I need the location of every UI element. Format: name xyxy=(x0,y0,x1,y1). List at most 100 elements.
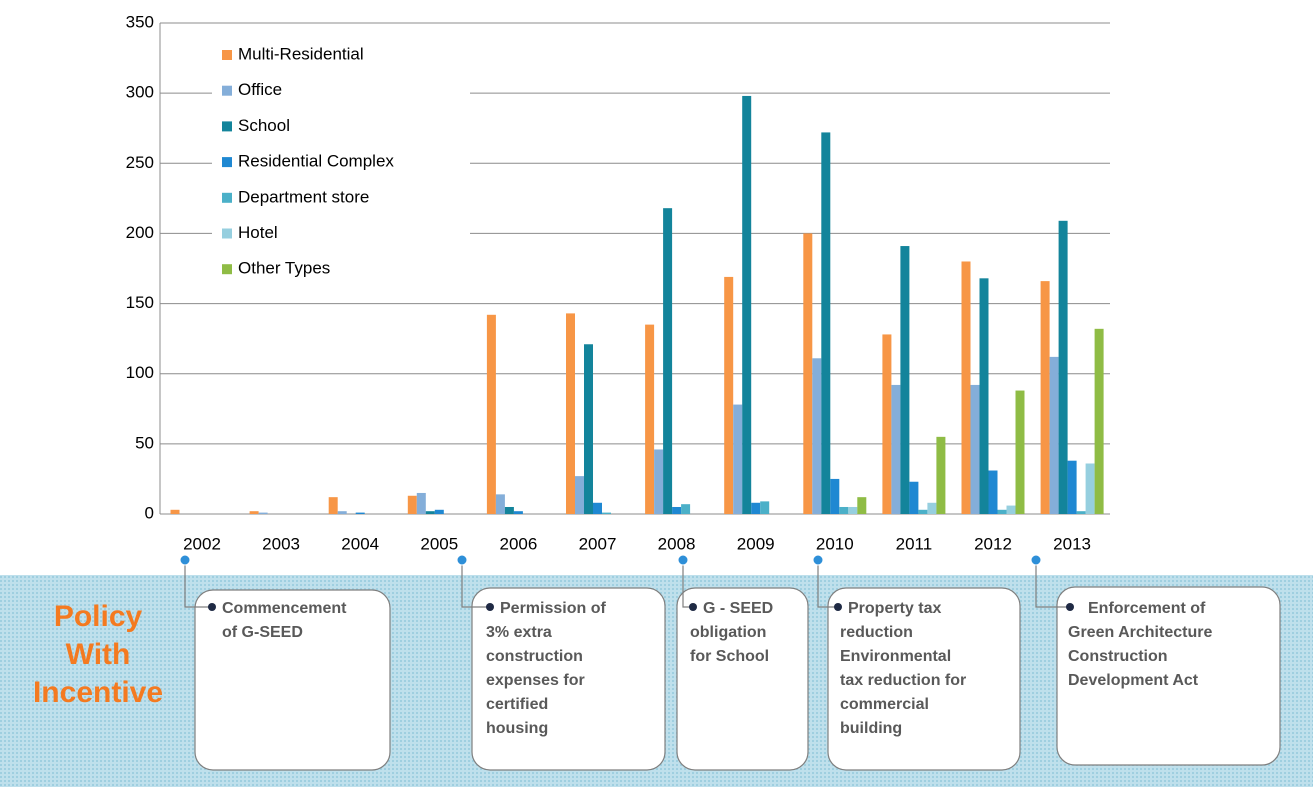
x-tick-label: 2006 xyxy=(499,534,537,553)
x-tick-label: 2012 xyxy=(974,534,1012,553)
legend-label: Other Types xyxy=(238,259,330,278)
bar xyxy=(927,502,937,514)
legend-label: School xyxy=(238,116,290,135)
bullet xyxy=(486,603,494,611)
bar xyxy=(900,246,910,514)
y-tick-label: 0 xyxy=(145,503,154,522)
bar xyxy=(495,494,505,514)
policy-text: obligation xyxy=(690,624,766,641)
bar xyxy=(1076,511,1086,514)
bar xyxy=(724,276,734,514)
policy-text: expenses for xyxy=(486,672,585,689)
policy-text: Property tax xyxy=(848,600,941,617)
legend-label: Hotel xyxy=(238,223,278,242)
panel-title: Incentive xyxy=(33,676,163,709)
legend-swatch xyxy=(222,228,232,239)
legend-label: Residential Complex xyxy=(238,152,394,171)
x-tick-label: 2010 xyxy=(816,534,854,553)
bar xyxy=(997,509,1007,514)
bar xyxy=(1015,390,1025,514)
policy-text: housing xyxy=(486,720,548,737)
bar xyxy=(575,476,584,514)
policy-text: construction xyxy=(486,648,583,665)
timeline-marker xyxy=(677,554,689,566)
bar xyxy=(337,511,347,514)
policy-text: of G-SEED xyxy=(222,624,303,641)
bar xyxy=(936,436,946,514)
connector xyxy=(1035,560,1070,608)
bar xyxy=(733,404,743,514)
bar xyxy=(584,344,593,514)
connector xyxy=(461,560,490,608)
bar xyxy=(416,492,426,514)
policy-text: Environmental xyxy=(840,648,951,665)
bar xyxy=(988,470,998,514)
bar xyxy=(663,208,673,515)
policy-text: tax reduction for xyxy=(840,672,966,689)
x-tick-label: 2013 xyxy=(1053,534,1091,553)
bar xyxy=(566,313,575,514)
policy-box xyxy=(471,587,666,771)
y-tick-label: 150 xyxy=(126,293,154,312)
bar xyxy=(513,511,523,514)
bar xyxy=(970,384,980,514)
bar xyxy=(672,506,682,514)
policy-box xyxy=(827,587,1021,771)
x-tick-label: 2003 xyxy=(262,534,300,553)
bar xyxy=(425,511,435,514)
bar xyxy=(857,497,867,514)
x-tick-label: 2009 xyxy=(737,534,775,553)
bar xyxy=(979,278,989,514)
y-tick-label: 300 xyxy=(126,83,154,102)
bar xyxy=(909,481,919,514)
bar xyxy=(1006,505,1016,514)
timeline-marker xyxy=(456,554,468,566)
policy-text: Development Act xyxy=(1068,672,1199,689)
x-tick-label: 2007 xyxy=(579,534,617,553)
policy-text: commercial xyxy=(840,696,929,713)
bar xyxy=(434,509,444,514)
bar xyxy=(504,506,514,514)
timeline-marker xyxy=(179,554,191,566)
bar xyxy=(1067,460,1077,514)
bar xyxy=(355,512,365,514)
policy-text: G - SEED xyxy=(703,600,773,617)
bar xyxy=(918,509,928,514)
bar xyxy=(1040,281,1050,514)
legend-swatch xyxy=(222,192,232,203)
legend-label: Multi-Residential xyxy=(238,44,364,63)
panel-title: With xyxy=(66,638,131,671)
bar xyxy=(848,506,858,514)
legend-box xyxy=(212,36,470,286)
policy-box xyxy=(676,587,809,771)
bullet xyxy=(208,603,216,611)
bar xyxy=(760,501,770,514)
bar xyxy=(1094,328,1104,514)
panel-title: Policy xyxy=(54,600,143,633)
x-tick-label: 2008 xyxy=(658,534,696,553)
bar xyxy=(681,504,691,514)
x-tick-label: 2005 xyxy=(420,534,458,553)
legend-swatch xyxy=(222,157,232,168)
legend-label: Department store xyxy=(238,187,369,206)
policy-text: Enforcement of xyxy=(1088,600,1206,617)
bar xyxy=(882,334,892,514)
y-tick-label: 200 xyxy=(126,223,154,242)
bullet xyxy=(834,603,842,611)
policy-text: for School xyxy=(690,648,769,665)
y-tick-label: 350 xyxy=(126,12,154,31)
policy-text: certified xyxy=(486,696,548,713)
bar xyxy=(891,384,901,514)
bar xyxy=(249,511,259,514)
x-tick-label: 2011 xyxy=(896,534,933,553)
policy-text: reduction xyxy=(840,624,913,641)
connector xyxy=(817,560,838,608)
bar xyxy=(170,509,180,514)
policy-text: Construction xyxy=(1068,648,1168,665)
connector xyxy=(184,560,212,608)
bar xyxy=(812,358,822,514)
bullet xyxy=(1066,603,1074,611)
bar xyxy=(486,314,496,514)
legend-swatch xyxy=(222,50,232,60)
